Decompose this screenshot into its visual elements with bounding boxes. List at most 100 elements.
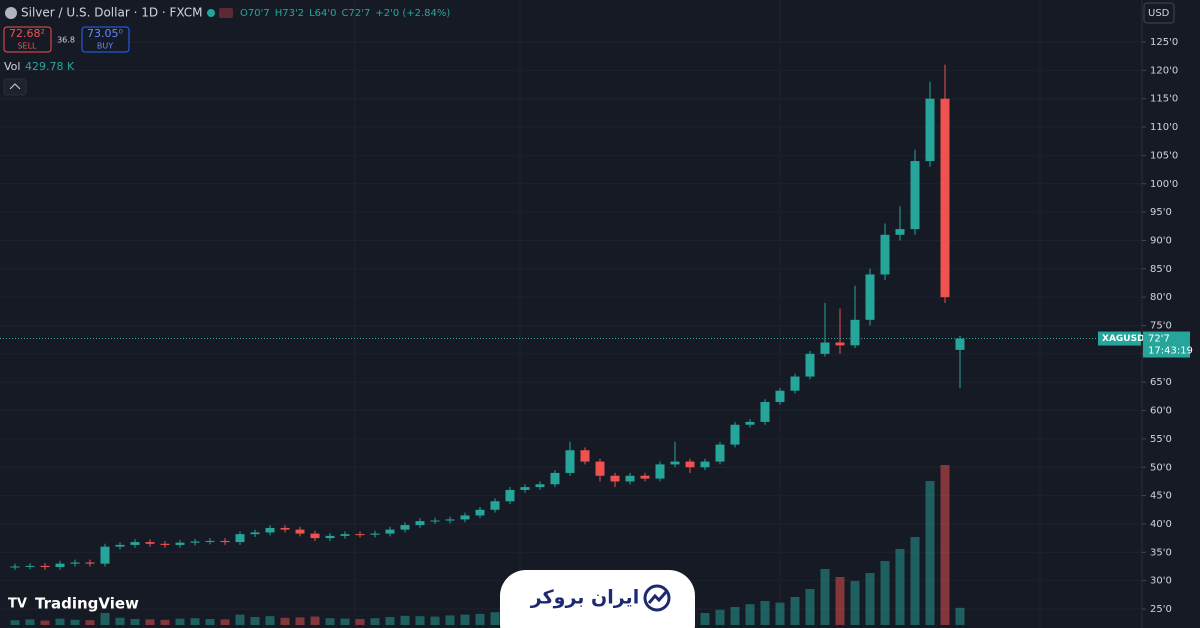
volume-bar <box>865 573 875 625</box>
collapse-button[interactable] <box>3 78 27 96</box>
volume-bar <box>100 613 110 625</box>
candle-body <box>415 521 425 526</box>
price-tag-box <box>1143 331 1190 358</box>
symbol-tag-text: XAGUSD <box>1102 334 1145 344</box>
volume-bar <box>235 614 245 625</box>
candle-body <box>160 543 170 545</box>
chart-title: Silver / U.S. Dollar · 1D · FXCM <box>21 6 203 20</box>
volume-bar <box>430 616 440 625</box>
volume-bar <box>475 613 485 625</box>
currency-button[interactable] <box>1143 2 1175 24</box>
candle-body <box>535 484 545 488</box>
candle-body <box>70 562 80 564</box>
volume-bar <box>250 617 260 625</box>
volume-bar <box>940 465 950 625</box>
candle-body <box>850 319 860 346</box>
volume-bar <box>280 617 290 625</box>
candle-body <box>820 342 830 354</box>
candle-body <box>580 450 590 462</box>
candle-body <box>550 472 560 485</box>
candle-body <box>130 542 140 545</box>
candle-body <box>325 535 335 539</box>
volume-bar <box>25 619 35 625</box>
volume-bar <box>955 607 965 625</box>
volume-bar <box>790 597 800 625</box>
watermark-pill <box>500 570 695 628</box>
y-tick-label: 105'0 <box>1150 150 1178 161</box>
candle-body <box>700 461 710 468</box>
candle-body <box>805 353 815 377</box>
y-tick-label: 25'0 <box>1150 604 1172 615</box>
brand: TradingView <box>35 595 139 613</box>
candle-body <box>250 532 260 535</box>
candle-body <box>115 544 125 547</box>
volume-bar <box>190 618 200 625</box>
volume-bar <box>355 619 365 625</box>
buy-button[interactable] <box>81 26 130 53</box>
volume-bar <box>70 619 80 625</box>
brand-logo: 𝗧𝗩 <box>8 597 27 612</box>
candle-body <box>10 566 20 568</box>
candle-body <box>940 98 950 298</box>
volume-bar <box>55 618 65 625</box>
candle-body <box>400 525 410 530</box>
candle-body <box>775 390 785 403</box>
y-tick-label: 50'0 <box>1150 462 1172 473</box>
y-tick-label: 55'0 <box>1150 434 1172 445</box>
volume-bar <box>490 612 500 625</box>
candle-body <box>655 464 665 479</box>
candle-body <box>610 475 620 482</box>
buy-label: BUY <box>97 42 113 51</box>
y-tick-label: 60'0 <box>1150 406 1172 417</box>
candle-body <box>505 489 515 502</box>
volume-bar <box>850 581 860 625</box>
y-tick-label: 95'0 <box>1150 207 1172 218</box>
price-tag: XAGUSD 72'717:43:19 <box>0 331 1193 358</box>
candle-body <box>625 475 635 482</box>
sell-button[interactable] <box>3 26 52 53</box>
candle-body <box>460 515 470 520</box>
legend-value: +2'0 (+2.84%) <box>375 8 450 19</box>
legend-value: H73'2 <box>275 8 304 19</box>
volume-bar <box>10 620 20 625</box>
volume-bar <box>805 589 815 625</box>
volume-bar <box>700 613 710 625</box>
volume-bar <box>760 601 770 625</box>
volume-bar <box>445 615 455 625</box>
candle-body <box>790 376 800 391</box>
legend-value: O70'7 <box>240 8 270 19</box>
candle-body <box>745 421 755 425</box>
collapse-icon <box>9 83 21 90</box>
volume-bar <box>325 618 335 625</box>
y-tick-label: 65'0 <box>1150 377 1172 388</box>
volume-bar <box>880 561 890 625</box>
candle-body <box>55 563 65 568</box>
volume-bar <box>460 614 470 625</box>
y-tick-label: 100'0 <box>1150 179 1178 190</box>
candle-body <box>565 450 575 473</box>
volume-bar <box>745 604 755 625</box>
y-tick-label: 120'0 <box>1150 65 1178 76</box>
candle-body <box>670 461 680 465</box>
volume-bar <box>115 617 125 625</box>
volume-bar <box>835 577 845 625</box>
candle-body <box>835 342 845 346</box>
status-dot <box>207 9 215 17</box>
currency: USD <box>1148 8 1170 19</box>
y-tick-label: 115'0 <box>1150 94 1178 105</box>
volume-bar <box>820 569 830 625</box>
candle-body <box>25 565 35 567</box>
volume-bar <box>145 619 155 625</box>
symbol-icon <box>5 7 17 19</box>
buy-price: 73.05⁰ <box>87 27 123 40</box>
volume-bar <box>340 618 350 625</box>
candle-body <box>85 562 95 564</box>
candle-body <box>520 487 530 490</box>
volume-bar <box>310 616 320 625</box>
sell-label: SELL <box>17 42 37 51</box>
volume-bar <box>370 618 380 625</box>
candle-body <box>895 229 905 235</box>
volume-bar <box>925 481 935 625</box>
